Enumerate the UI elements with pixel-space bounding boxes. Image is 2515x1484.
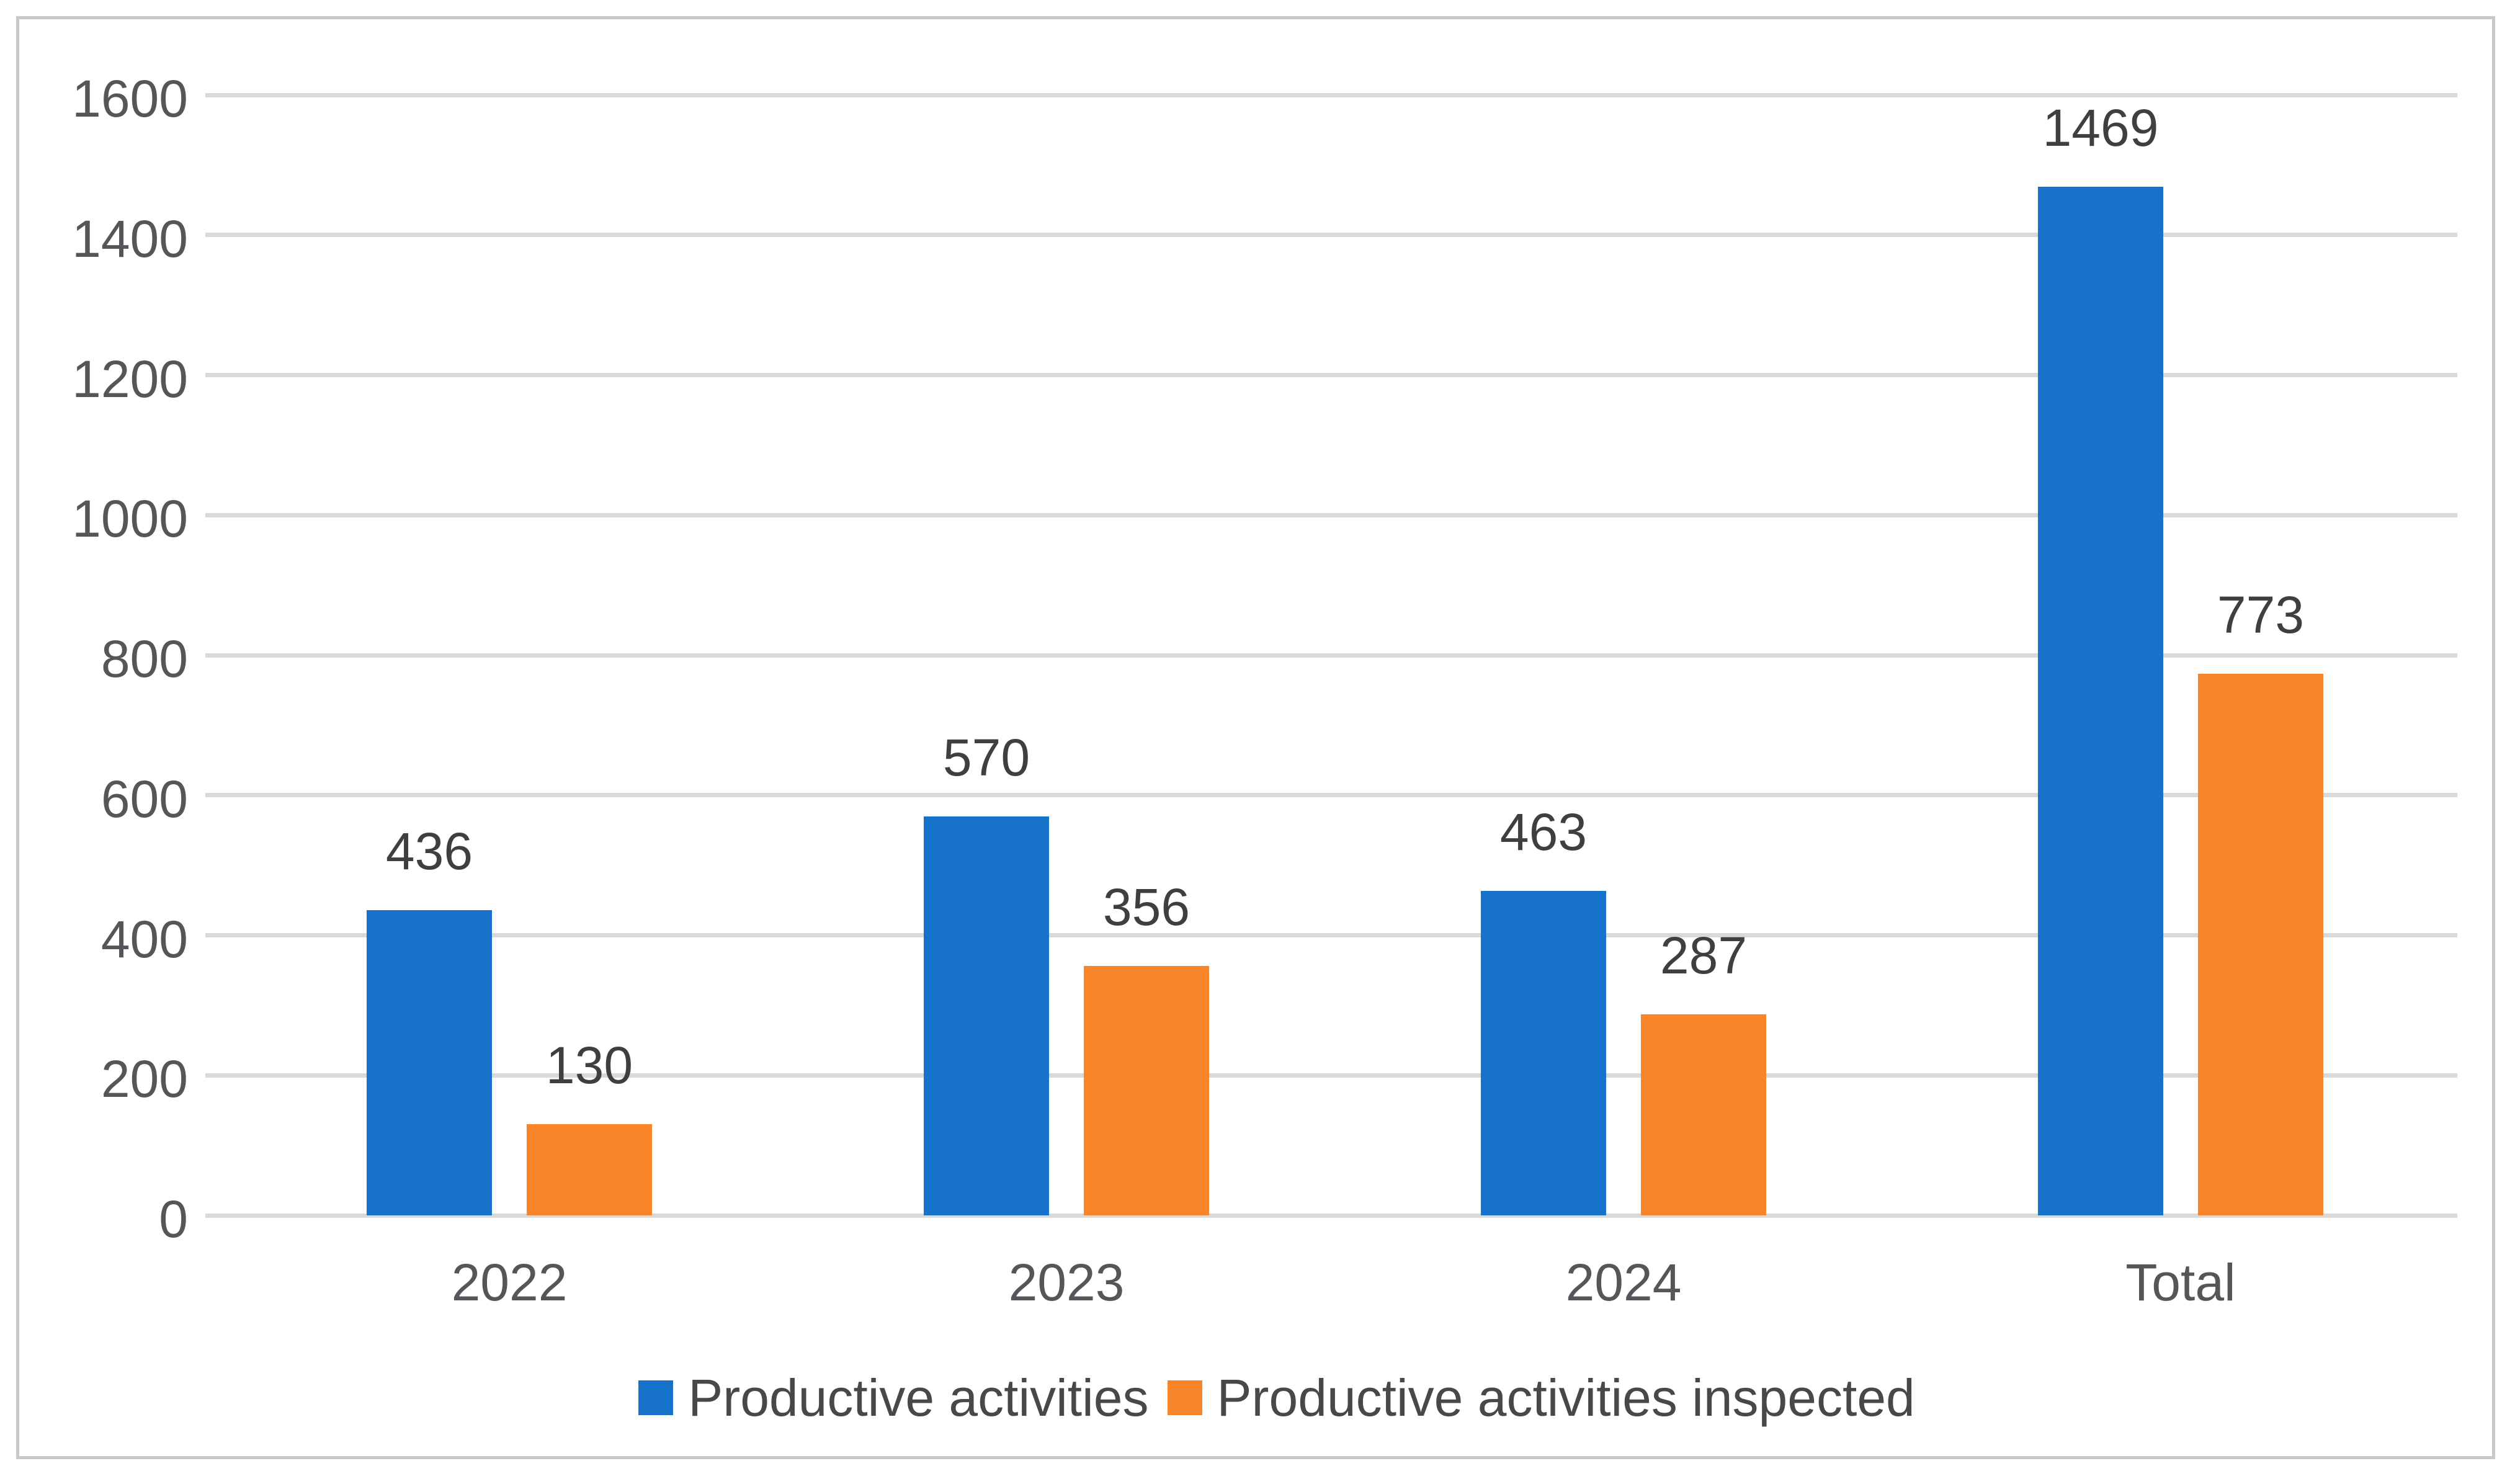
y-tick-label-600: 600 [101,770,188,828]
y-tick-label-1200: 1200 [72,350,188,408]
legend-swatch-blue-icon [638,1380,674,1415]
y-tick-label-1000: 1000 [72,489,188,548]
gridline-600 [205,793,2457,797]
value-label-inspected-2024: 287 [1660,926,1748,985]
y-tick-label-200: 200 [101,1050,188,1108]
legend-label-productive-activities: Productive activities [688,1369,1149,1427]
value-label-productive-2023: 570 [942,728,1030,787]
gridline-0 [205,1214,2457,1218]
x-category-label-2022: 2022 [451,1253,568,1312]
legend-label-productive-activities-inspected: Productive activities inspected [1217,1369,1915,1427]
y-tick-label-1400: 1400 [72,210,188,268]
bar-productive-2023 [924,816,1049,1215]
value-label-inspected-total: 773 [2217,586,2305,644]
x-category-label-total: Total [2125,1253,2236,1312]
y-tick-label-400: 400 [101,910,188,968]
x-category-label-2024: 2024 [1565,1253,1682,1312]
legend-swatch-orange-icon [1167,1380,1202,1415]
y-tick-label-1600: 1600 [72,69,188,128]
gridline-200 [205,1073,2457,1078]
gridline-1400 [205,233,2457,237]
legend-item-productive-activities-inspected: Productive activities inspected [1167,1369,1915,1427]
value-label-productive-total: 1469 [2042,99,2159,157]
gridline-1600 [205,93,2457,97]
chart-legend: Productive activities Productive activit… [19,1369,2515,1426]
bar-productive-2024 [1481,891,1606,1215]
bar-inspected-2023 [1084,966,1209,1215]
gridline-400 [205,933,2457,937]
gridline-1200 [205,373,2457,377]
bar-inspected-total [2198,674,2323,1215]
gridline-800 [205,653,2457,658]
bar-inspected-2024 [1641,1014,1766,1215]
gridline-1000 [205,513,2457,517]
x-category-label-2023: 2023 [1008,1253,1125,1312]
y-tick-label-800: 800 [101,630,188,688]
bar-productive-total [2038,187,2163,1215]
bar-inspected-2022 [527,1124,652,1215]
legend-item-productive-activities: Productive activities [638,1369,1149,1427]
value-label-productive-2022: 436 [385,822,473,880]
y-tick-label-0: 0 [159,1190,188,1248]
bar-productive-2022 [367,910,492,1215]
value-label-productive-2024: 463 [1499,803,1588,861]
chart-border-frame: 0 200 400 600 800 1000 1200 1400 1600 436 130 2022 5… [16,16,2495,1459]
value-label-inspected-2022: 130 [545,1036,633,1094]
value-label-inspected-2023: 356 [1102,878,1190,936]
